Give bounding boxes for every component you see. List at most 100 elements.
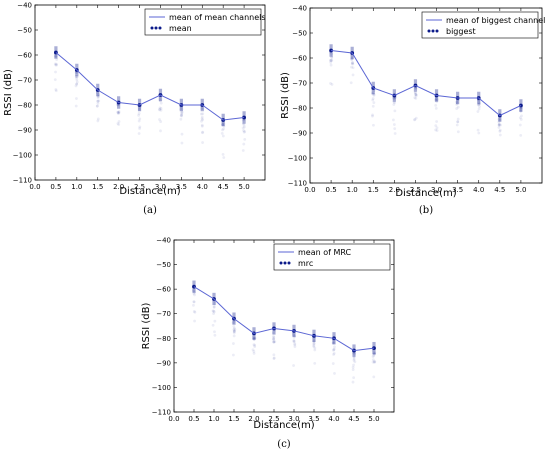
legend-box [421, 11, 539, 39]
x-tick-label: 4.0 [473, 186, 484, 194]
sample-cloud [116, 101, 121, 126]
sample-cloud [371, 86, 376, 127]
x-tick-label: 0.0 [29, 183, 40, 191]
series-line [331, 50, 522, 117]
x-tick-label: 3.0 [155, 183, 166, 191]
sample-cloud [179, 104, 184, 145]
legend: mean of MRC mrc [273, 243, 391, 271]
sample-cloud [413, 84, 418, 122]
legend-point-swatch [431, 29, 435, 33]
series-line [193, 286, 375, 352]
x-tick-label: 3.5 [308, 415, 319, 423]
y-tick-label: −110 [13, 177, 32, 185]
y-axis-label: RSSI (dB) [141, 303, 152, 350]
y-tick-label: −50 [292, 30, 307, 38]
x-tick-label: 2.5 [134, 183, 145, 191]
x-tick-label: 3.5 [452, 186, 463, 194]
y-axis-label: RSSI (dB) [280, 72, 291, 119]
legend-label-points: mrc [298, 259, 313, 268]
y-tick-label: −80 [17, 102, 32, 110]
y-axis-label: RSSI (dB) [3, 69, 14, 116]
x-tick-label: 5.0 [515, 186, 526, 194]
legend-point-swatch [283, 261, 287, 265]
chart-panel-1: 0.0 0.5 1.0 1.5 2.0 2.5 3.0 3.5 4.0 4.5 5.0 −110 −10… [3, 2, 266, 217]
legend-label-points: mean [169, 24, 192, 33]
x-tick-label: 2.0 [248, 415, 259, 423]
sample-cloud [371, 349, 377, 379]
legend-label-line: mean of biggest channel [446, 16, 545, 25]
x-axis-label: Distance(m) [395, 188, 456, 199]
sample-cloud [199, 104, 205, 144]
x-tick-label: 4.0 [197, 183, 208, 191]
x-tick-label: 4.5 [494, 186, 505, 194]
sample-cloud [272, 328, 277, 360]
y-tick-label: −60 [292, 55, 307, 63]
y-tick-label: −50 [156, 261, 171, 269]
legend-label-line: mean of mean channels [169, 13, 266, 22]
legend-point-swatch [435, 29, 439, 33]
x-tick-label: 0.0 [304, 186, 315, 194]
x-tick-label: 0.5 [50, 183, 61, 191]
legend: mean of biggest channel biggest [421, 11, 545, 39]
legend-point-swatch [154, 26, 158, 30]
x-tick-label: 1.0 [347, 186, 358, 194]
panel-label: (c) [277, 439, 291, 450]
y-tick-label: −90 [17, 127, 32, 135]
x-tick-label: 2.0 [389, 186, 400, 194]
x-tick-label: 1.0 [208, 415, 219, 423]
y-tick-label: −100 [288, 155, 307, 163]
sample-cloud [518, 104, 524, 137]
x-tick-label: 2.5 [410, 186, 421, 194]
legend-point-swatch [158, 26, 162, 30]
legend: mean of mean channels mean [144, 8, 266, 36]
y-tick-label: −100 [152, 384, 171, 392]
y-tick-label: −50 [17, 27, 32, 35]
sample-cloud [331, 337, 337, 375]
x-tick-label: 3.0 [431, 186, 442, 194]
y-tick-label: −70 [17, 77, 32, 85]
legend-box [144, 8, 262, 36]
y-tick-label: −90 [292, 130, 307, 138]
x-axis-label: Distance(m) [253, 420, 314, 431]
y-tick-label: −80 [292, 105, 307, 113]
data-point [329, 48, 333, 53]
x-tick-label: 0.0 [168, 415, 179, 423]
sample-cloud [53, 52, 59, 93]
x-tick-label: 1.5 [368, 186, 379, 194]
y-tick-label: −70 [292, 80, 307, 88]
x-tick-label: 4.0 [328, 415, 339, 423]
x-axis-label: Distance(m) [119, 186, 180, 197]
y-tick-label: −60 [17, 52, 32, 60]
y-tick-label: −100 [13, 152, 32, 160]
legend-point-swatch [427, 29, 431, 33]
y-tick-label: −40 [292, 5, 307, 13]
legend-label-points: biggest [446, 27, 476, 36]
y-tick-label: −40 [156, 237, 171, 245]
x-tick-label: 0.5 [326, 186, 337, 194]
legend-point-swatch [279, 261, 283, 265]
y-tick-label: −90 [156, 359, 171, 367]
legend-point-swatch [287, 261, 291, 265]
panel-label: (b) [419, 205, 433, 216]
x-tick-label: 4.5 [348, 415, 359, 423]
y-tick-label: −110 [288, 180, 307, 188]
x-tick-label: 3.5 [176, 183, 187, 191]
y-tick-label: −40 [17, 2, 32, 10]
x-tick-label: 2.5 [268, 415, 279, 423]
legend-box [273, 243, 391, 271]
legend-label-line: mean of MRC [298, 248, 352, 257]
x-tick-label: 5.0 [239, 183, 250, 191]
x-tick-label: 0.5 [188, 415, 199, 423]
y-tick-label: −110 [152, 409, 171, 417]
x-tick-label: 5.0 [368, 415, 379, 423]
chart-panel-3: 0.0 0.5 1.0 1.5 2.0 2.5 3.0 3.5 4.0 4.5 5.0 −110 −10… [141, 237, 395, 450]
panel-label: (a) [143, 205, 157, 216]
series-line [55, 52, 245, 121]
x-tick-label: 4.5 [218, 183, 229, 191]
y-tick-label: −70 [156, 310, 171, 318]
x-tick-label: 1.5 [92, 183, 103, 191]
x-tick-label: 3.0 [288, 415, 299, 423]
x-tick-label: 1.0 [71, 183, 82, 191]
y-tick-label: −60 [156, 286, 171, 294]
